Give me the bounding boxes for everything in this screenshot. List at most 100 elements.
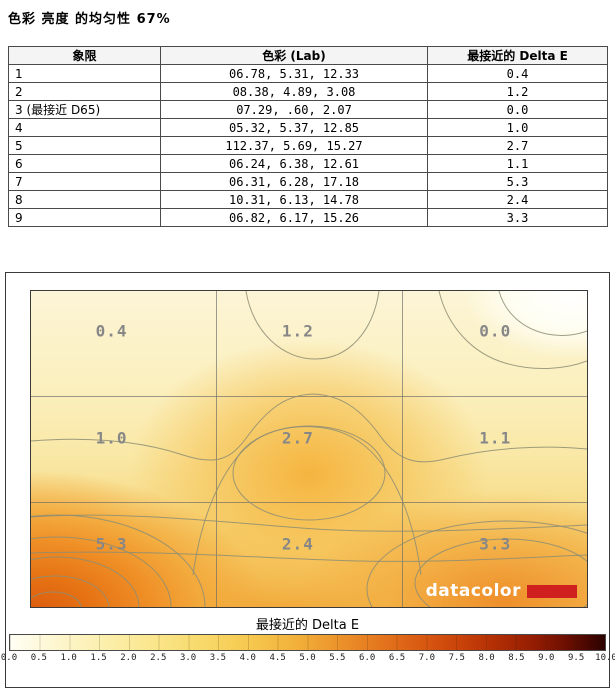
cell-label: 5.3	[95, 534, 128, 554]
colorbar-tick-label: 1.5	[90, 653, 107, 663]
colorbar-gradient	[9, 634, 606, 651]
cell-label: 2.4	[281, 534, 314, 554]
grid-line-horizontal	[31, 396, 587, 398]
plot-x-label: 最接近的 Delta E	[255, 618, 360, 633]
lab-cell: 05.32, 5.37, 12.85	[160, 118, 428, 137]
quadrant-cell: 8	[8, 190, 161, 209]
lab-cell: 08.38, 4.89, 3.08	[160, 82, 428, 101]
colorbar-tick-label: 9.5	[568, 653, 585, 663]
contour-line	[31, 575, 110, 607]
colorbar-tick-label: 3.0	[179, 653, 197, 663]
quadrant-cell: 1	[8, 64, 161, 83]
contour-line	[232, 425, 386, 521]
table-header-delta-e: 最接近的 Delta E	[427, 46, 608, 65]
colorbar-tick-label: 7.5	[448, 653, 465, 663]
quadrant-cell: 5	[8, 136, 161, 155]
delta-e-cell: 1.1	[427, 154, 608, 173]
lab-cell: 06.31, 6.28, 17.18	[160, 172, 428, 191]
colorbar-tick-label: 8.5	[508, 653, 525, 663]
cell-label: 1.1	[479, 428, 512, 448]
contour-line	[31, 393, 587, 463]
lab-cell: 07.29, .60, 2.07	[160, 100, 428, 119]
contour-plot: 0.4 1.2 0.0 1.0 2.7 1.1 5.3 2.4 3.3 data…	[30, 290, 588, 608]
contour-line	[31, 514, 206, 607]
table-row: 4 05.32, 5.37, 12.85 1.0	[8, 118, 608, 137]
cell-label: 0.4	[95, 321, 128, 340]
contour-line	[192, 426, 422, 576]
colorbar-tick-label: 9.0	[538, 653, 555, 663]
delta-e-cell: 1.2	[427, 82, 608, 101]
lab-cell: 06.82, 6.17, 15.26	[160, 208, 428, 227]
contour-line	[31, 536, 172, 607]
table-row: 6 06.24, 6.38, 12.61 1.1	[8, 154, 608, 173]
colorbar-tick-label: 5.5	[329, 653, 346, 663]
contour-line	[31, 551, 587, 562]
colorbar-tick-label: 0.0	[0, 653, 18, 663]
grid-line-horizontal	[31, 501, 587, 503]
delta-e-cell: 5.3	[427, 172, 608, 191]
contour-lines	[31, 291, 587, 607]
colorbar-tick-label: 1.0	[60, 653, 77, 663]
colorbar-tick-label: 2.5	[150, 653, 167, 663]
table-header-lab: 色彩 (Lab)	[160, 46, 428, 65]
contour-line	[438, 291, 587, 369]
lab-cell: 10.31, 6.13, 14.78	[160, 190, 428, 209]
colorbar-tick-label: 3.5	[209, 653, 227, 663]
colorbar-tick-label: 4.0	[239, 653, 256, 663]
colorbar-tick-label: 0.5	[30, 653, 47, 663]
datacolor-logo: datacolor	[426, 581, 577, 601]
colorbar: 0.0 0.5 1.0 1.5 2.0 2.5 3.0 3.5 4.0 4.5 …	[1, 634, 615, 666]
delta-e-cell: 1.0	[427, 118, 608, 137]
contour-line	[414, 538, 587, 607]
table-row: 5 112.37, 5.69, 15.27 2.7	[8, 136, 608, 155]
cell-label: 1.0	[95, 428, 128, 448]
quadrant-cell: 6	[8, 154, 161, 173]
lab-cell: 06.24, 6.38, 12.61	[160, 154, 428, 173]
table-header-row: 象限 色彩 (Lab) 最接近的 Delta E	[8, 46, 608, 65]
delta-e-cell: 2.7	[427, 136, 608, 155]
colorbar-labels: 0.0 0.5 1.0 1.5 2.0 2.5 3.0 3.5 4.0 4.5 …	[1, 653, 615, 666]
cell-label: 1.2	[281, 321, 314, 340]
quadrant-cell: 3 (最接近 D65)	[8, 100, 161, 119]
cell-label: 3.3	[479, 534, 512, 554]
table-row: 8 10.31, 6.13, 14.78 2.4	[8, 190, 608, 209]
lab-cell: 112.37, 5.69, 15.27	[160, 136, 428, 155]
colorbar-tick-label: 8.0	[478, 653, 495, 663]
contour-line	[245, 291, 380, 360]
quadrant-cell: 2	[8, 82, 161, 101]
datacolor-logo-text: datacolor	[425, 581, 521, 601]
delta-e-cell: 0.0	[427, 100, 608, 119]
cell-label: 2.7	[281, 428, 314, 448]
grid-line-vertical	[216, 291, 218, 607]
contour-line	[31, 556, 140, 607]
quadrant-cell: 9	[8, 208, 161, 227]
contour-line	[498, 291, 587, 336]
table-row: 3 (最接近 D65) 07.29, .60, 2.07 0.0	[8, 100, 608, 119]
grid-line-vertical	[401, 291, 403, 607]
table-header-quadrant: 象限	[8, 46, 161, 65]
colorbar-tick-label: 4.5	[269, 653, 286, 663]
heatmap-panel: 0.4 1.2 0.0 1.0 2.7 1.1 5.3 2.4 3.3 data…	[1, 272, 615, 688]
table-row: 9 06.82, 6.17, 15.26 3.3	[8, 208, 608, 227]
colorbar-tick-label: 7.0	[418, 653, 436, 663]
table-row: 1 06.78, 5.31, 12.33 0.4	[8, 64, 608, 83]
quadrant-cell: 4	[8, 118, 161, 137]
table-row: 2 08.38, 4.89, 3.08 1.2	[8, 82, 608, 101]
table-row: 7 06.31, 6.28, 17.18 5.3	[8, 172, 608, 191]
colorbar-tick-label: 5.0	[299, 653, 316, 663]
colorbar-tick-label: 10.0	[595, 653, 615, 663]
delta-e-cell: 2.4	[427, 190, 608, 209]
colorbar-tick-label: 2.0	[120, 653, 137, 663]
contour-line	[31, 514, 587, 532]
contour-line	[31, 591, 82, 607]
cell-label: 0.0	[479, 321, 512, 340]
delta-e-cell: 3.3	[427, 208, 608, 227]
lab-cell: 06.78, 5.31, 12.33	[160, 64, 428, 83]
datacolor-logo-red-block	[527, 584, 577, 598]
delta-e-cell: 0.4	[427, 64, 608, 83]
colorbar-tick-label: 6.0	[359, 653, 376, 663]
page-title: 色彩 亮度 的均匀性 67%	[8, 12, 171, 27]
contour-line	[366, 520, 587, 607]
uniformity-table: 象限 色彩 (Lab) 最接近的 Delta E 1 06.78, 5.31, …	[8, 46, 608, 227]
quadrant-cell: 7	[8, 172, 161, 191]
